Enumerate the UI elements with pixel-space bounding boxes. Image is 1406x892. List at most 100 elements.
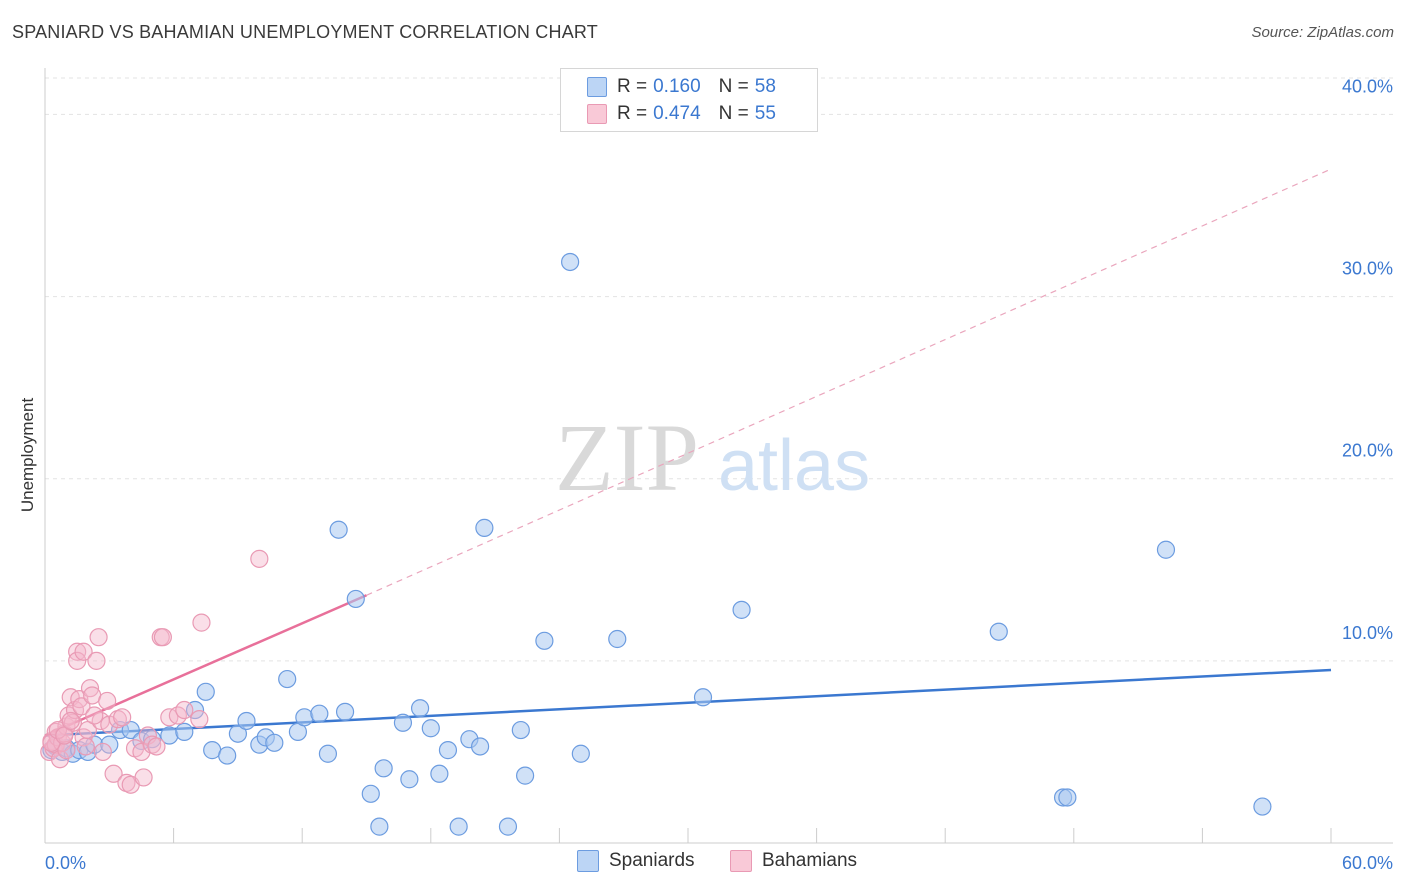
point-spaniard [361,784,380,803]
point-bahamian [85,706,104,725]
watermark: ZIP atlas [555,404,870,511]
point-spaniard [228,724,247,743]
point-spaniard [608,629,627,649]
point-spaniard [535,631,554,650]
point-spaniard [370,817,389,836]
watermark-atlas: atlas [718,426,870,506]
point-spaniard [1058,788,1077,807]
axes [44,68,1393,844]
point-bahamian [190,710,209,729]
point-spaniard [1253,797,1272,816]
y-tick-label: 20.0% [1342,441,1393,461]
point-bahamian [192,613,211,632]
legend-n-value: 55 [754,103,776,124]
bottom-legend-label: Spaniards [609,850,695,871]
point-spaniard [438,741,458,760]
point-spaniard [185,700,205,720]
legend-row-spaniards: R = 0.160 N = 58 [587,75,776,99]
trend-line-spaniards [44,668,1332,737]
point-bahamian [153,628,172,647]
point-bahamian [93,742,112,762]
data-points [40,252,1272,836]
point-bahamian [61,711,80,731]
legend-n-value: 58 [754,76,776,97]
point-spaniard [237,711,256,731]
point-spaniard [318,744,338,763]
point-spaniard [571,744,590,763]
point-spaniard [511,720,530,740]
point-bahamian [87,651,106,670]
point-bahamian [175,700,194,720]
point-spaniard [693,688,713,707]
point-bahamian [80,679,100,698]
chart-title: SPANIARD VS BAHAMIAN UNEMPLOYMENT CORREL… [12,22,598,42]
point-bahamian [147,737,166,756]
point-spaniard [732,600,751,619]
legend-swatch-blue [587,77,607,97]
x-tick-label: 60.0% [1342,853,1393,873]
point-spaniard [175,722,194,741]
point-bahamian [57,741,76,760]
legend-r-label: R = [617,76,648,97]
trend-line-bahamians-extrapolated [366,168,1332,596]
point-spaniard [310,704,329,723]
point-spaniard [121,720,140,740]
point-bahamian [250,549,269,568]
point-spaniard [561,252,580,272]
point-spaniard [335,702,355,721]
point-bahamian [89,628,108,647]
point-spaniard [449,817,468,836]
bottom-legend-bahamians: Bahamians [730,850,857,872]
point-spaniard [400,770,419,789]
gridlines [45,77,1393,662]
y-tick-label: 40.0% [1342,76,1393,96]
legend-n-label: N = [718,76,749,97]
stats-legend: R = 0.160 N = 58 R = 0.474 N = 55 [560,68,818,132]
point-spaniard [100,735,119,754]
y-tick-label: 30.0% [1342,259,1393,279]
point-spaniard [329,520,348,539]
point-bahamian [76,737,95,756]
bottom-legend-swatch-pink [730,850,752,872]
point-bahamian [68,651,87,670]
y-tick-label: 10.0% [1342,623,1393,643]
point-spaniard [470,737,490,756]
tick-labels: 10.0% 20.0% 30.0% 40.0% 0.0% 60.0% [45,76,1393,873]
source-label: Source: ZipAtlas.com [1251,24,1394,41]
point-bahamian [134,768,153,787]
point-bahamian [72,697,91,716]
legend-n-label: N = [718,103,749,124]
bottom-legend-label: Bahamians [762,850,858,871]
point-spaniard [374,759,393,778]
point-spaniard [410,699,430,718]
bottom-legend-swatch-blue [577,850,599,872]
point-bahamian [74,642,93,661]
point-bahamian [68,642,87,661]
legend-r-label: R = [617,103,648,124]
legend-row-bahamians: R = 0.474 N = 55 [587,102,776,126]
point-spaniard [516,766,535,785]
x-tick-label: 0.0% [45,853,86,873]
point-bahamian [98,691,117,711]
point-spaniard [498,817,518,836]
bottom-legend-spaniards: Spaniards [577,850,695,872]
point-spaniard [218,746,237,765]
point-spaniard [421,719,440,738]
point-spaniard [393,713,413,732]
point-spaniard [265,733,284,752]
point-spaniard [989,622,1008,641]
point-spaniard [346,589,365,609]
watermark-zip: ZIP [555,404,699,511]
point-spaniard [278,669,297,689]
point-bahamian [113,708,132,727]
point-spaniard [1156,540,1176,559]
legend-swatch-pink [587,104,607,124]
point-spaniard [475,518,494,537]
point-bahamian [104,764,123,783]
point-spaniard [430,764,449,783]
legend-r-value: 0.160 [653,76,701,97]
point-spaniard [196,682,215,701]
point-spaniard [295,708,314,727]
legend-r-value: 0.474 [653,103,701,124]
